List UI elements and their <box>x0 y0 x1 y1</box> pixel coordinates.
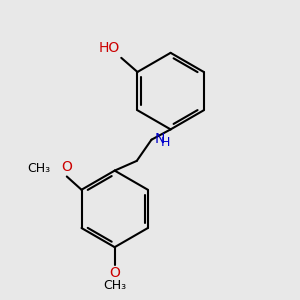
Text: O: O <box>61 160 72 174</box>
Text: HO: HO <box>98 41 120 56</box>
Text: H: H <box>161 136 170 149</box>
Text: CH₃: CH₃ <box>103 279 126 292</box>
Text: N: N <box>155 132 165 146</box>
Text: O: O <box>109 266 120 280</box>
Text: CH₃: CH₃ <box>28 162 51 175</box>
